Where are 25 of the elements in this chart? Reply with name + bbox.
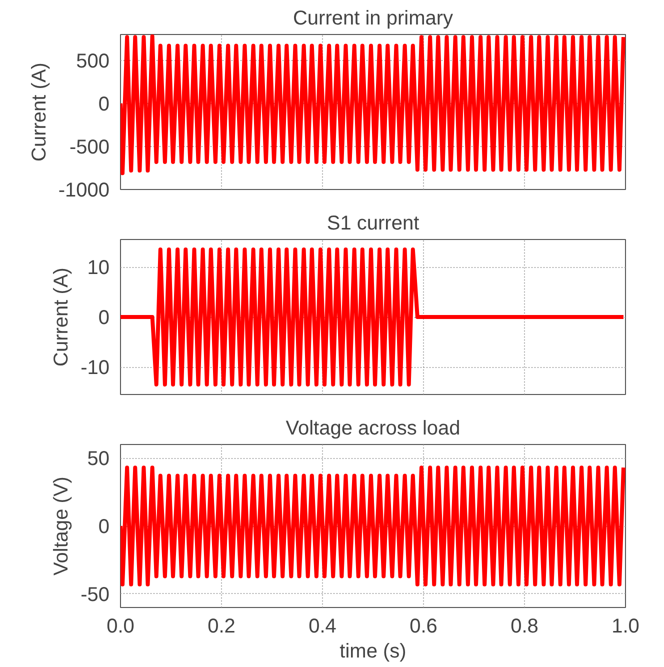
y-axis-title: Current (A) [50,268,73,366]
y-tick-label: 0 [98,93,110,116]
x-tick-label: 0.2 [208,616,236,638]
y-tick-label: 0 [98,307,110,329]
line-series [120,34,626,176]
y-axis-title: Current (A) [28,62,50,162]
y-tick-label: 0 [98,516,110,538]
chart-title: S1 current [326,212,420,234]
x-tick-label: 0.8 [510,616,538,638]
y-tick-label: 10 [87,257,110,279]
y-tick-label: -10 [80,357,110,379]
y-tick-label: -1000 [58,180,110,202]
y-tick-label: 50 [87,448,110,470]
x-axis-title: time (s) [340,640,406,662]
x-tick-label: 0.0 [106,616,134,638]
y-tick-label: -500 [69,136,110,158]
x-tick-label: 0.6 [410,616,438,638]
chart-title: Current in primary [292,8,454,30]
y-tick-label: 500 [76,50,110,72]
x-tick-label: 1.0 [612,616,640,638]
x-tick-label: 0.4 [308,616,336,638]
line-series [120,466,626,586]
chart-title: Voltage across load [286,418,460,440]
y-axis-title: Voltage (V) [50,476,73,576]
y-tick-label: -50 [80,584,110,606]
